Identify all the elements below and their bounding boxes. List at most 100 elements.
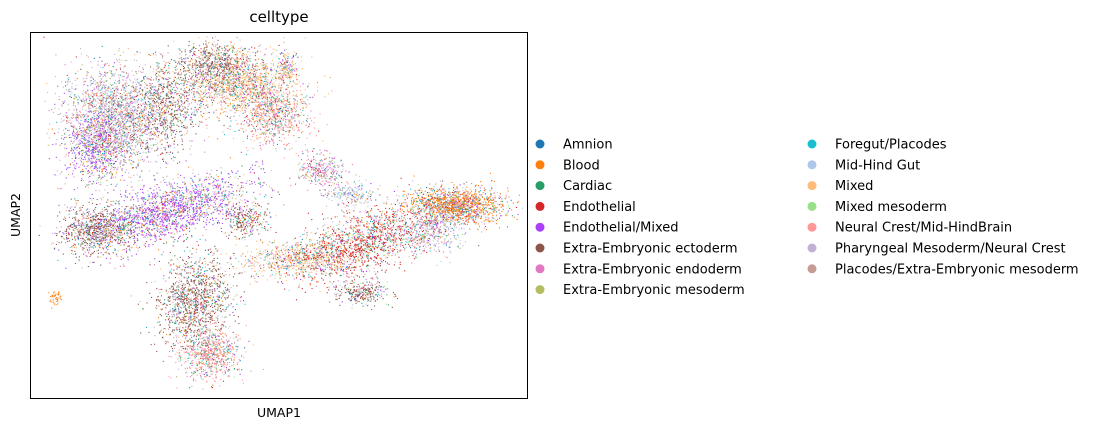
scatter-point — [234, 92, 236, 94]
scatter-point — [238, 98, 240, 100]
scatter-point — [184, 111, 186, 113]
scatter-point — [108, 159, 110, 161]
scatter-point — [93, 104, 95, 106]
scatter-point — [104, 189, 106, 191]
scatter-point — [105, 160, 107, 162]
scatter-point — [141, 179, 143, 181]
scatter-point — [106, 115, 108, 117]
scatter-point — [98, 151, 100, 153]
scatter-point — [90, 150, 92, 152]
scatter-point — [70, 125, 72, 127]
scatter-point — [100, 136, 102, 138]
scatter-point — [109, 153, 111, 155]
scatter-point — [236, 94, 238, 96]
scatter-point — [115, 69, 117, 71]
scatter-point — [78, 114, 80, 116]
scatter-point — [69, 119, 71, 121]
scatter-point — [232, 46, 234, 48]
scatter-point — [262, 90, 264, 92]
scatter-point — [164, 134, 166, 136]
scatter-point — [76, 136, 78, 138]
scatter-point — [183, 70, 185, 72]
scatter-point — [263, 84, 265, 86]
scatter-point — [142, 114, 144, 116]
scatter-point — [103, 139, 105, 141]
scatter-point — [234, 77, 236, 79]
scatter-point — [250, 90, 252, 92]
scatter-point — [97, 141, 99, 143]
scatter-point — [85, 93, 87, 95]
scatter-point — [165, 112, 167, 114]
scatter-point — [74, 95, 76, 97]
scatter-point — [133, 127, 135, 129]
scatter-point — [87, 115, 89, 117]
scatter-point — [264, 100, 266, 102]
scatter-point — [136, 104, 138, 106]
scatter-point — [97, 138, 99, 140]
scatter-point — [171, 92, 173, 94]
scatter-point — [57, 114, 59, 116]
scatter-point — [183, 102, 185, 104]
scatter-point — [99, 99, 101, 101]
scatter-point — [179, 110, 181, 112]
scatter-point — [242, 53, 244, 55]
scatter-point — [122, 84, 124, 86]
scatter-point — [120, 104, 122, 106]
scatter-point — [92, 161, 94, 163]
scatter-point — [77, 117, 79, 119]
scatter-point — [89, 125, 91, 127]
scatter-point — [91, 142, 93, 144]
scatter-point — [285, 65, 287, 67]
scatter-point — [241, 81, 243, 83]
scatter-point — [135, 81, 137, 83]
scatter-point — [80, 119, 82, 121]
scatter-point — [77, 103, 79, 105]
scatter-point — [80, 143, 82, 145]
scatter-point — [224, 91, 226, 93]
scatter-point — [221, 78, 223, 80]
scatter-point — [126, 97, 128, 99]
scatter-point — [153, 79, 155, 81]
scatter-point — [97, 149, 99, 151]
scatter-point — [109, 117, 111, 119]
scatter-point — [125, 161, 127, 163]
scatter-point — [85, 131, 87, 133]
scatter-point — [106, 94, 108, 96]
scatter-point — [138, 128, 140, 130]
scatter-point — [230, 94, 232, 96]
scatter-point — [133, 149, 135, 151]
scatter-point — [231, 109, 233, 111]
scatter-point — [115, 156, 117, 158]
scatter-point — [85, 119, 87, 121]
scatter-point — [113, 118, 115, 120]
scatter-point — [82, 151, 84, 153]
scatter-point — [200, 91, 202, 93]
scatter-point — [85, 121, 87, 123]
scatter-points — [38, 36, 523, 390]
scatter-point — [278, 92, 280, 94]
scatter-point — [192, 62, 194, 64]
scatter-point — [156, 91, 158, 93]
scatter-point — [123, 158, 125, 160]
scatter-point — [229, 79, 231, 81]
scatter-point — [176, 86, 178, 88]
scatter-point — [159, 120, 161, 122]
scatter-point — [109, 144, 111, 146]
scatter-point — [137, 130, 139, 132]
scatter-point — [263, 67, 265, 69]
scatter-point — [116, 141, 118, 143]
scatter-point — [155, 127, 157, 129]
scatter-point — [172, 96, 174, 98]
scatter-point — [102, 161, 104, 163]
scatter-point — [112, 96, 114, 98]
scatter-point — [108, 118, 110, 120]
scatter-point — [126, 77, 128, 79]
scatter-point — [74, 79, 76, 81]
scatter-point — [153, 130, 155, 132]
scatter-point — [95, 160, 97, 162]
scatter-point — [109, 83, 111, 85]
scatter-point — [227, 62, 229, 64]
scatter-point — [56, 170, 58, 172]
scatter-point — [110, 94, 112, 96]
scatter-point — [126, 108, 128, 110]
